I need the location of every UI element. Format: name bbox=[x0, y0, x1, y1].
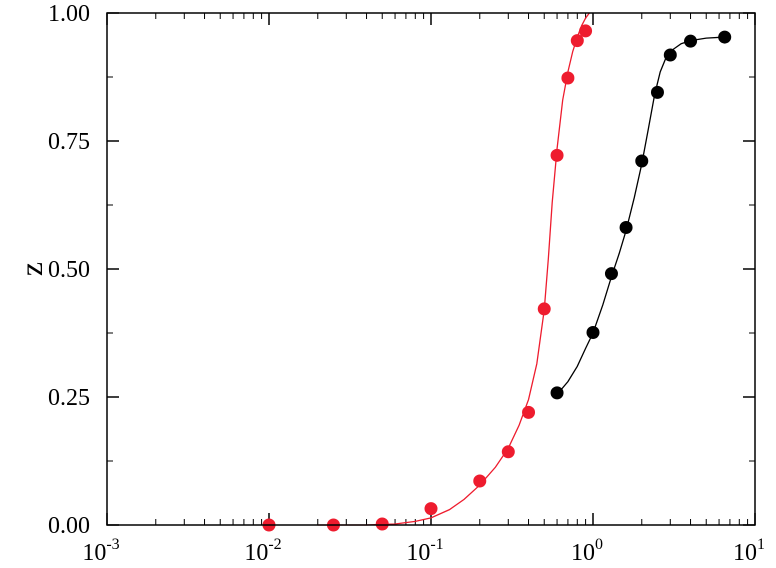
data-point-series-2 bbox=[550, 386, 564, 400]
y-tick-label: 0.25 bbox=[48, 385, 90, 411]
fit-curve-series-1 bbox=[317, 12, 590, 526]
data-point-series-1 bbox=[561, 71, 575, 85]
x-tick-label-base: 10 bbox=[571, 540, 595, 566]
data-point-series-2 bbox=[635, 154, 649, 168]
x-tick-label-exponent: -2 bbox=[268, 536, 281, 553]
x-tick-label-base: 10 bbox=[244, 540, 268, 566]
data-point-series-2 bbox=[586, 325, 600, 339]
data-point-series-2 bbox=[604, 267, 618, 281]
data-point-series-1 bbox=[537, 302, 551, 316]
data-point-series-1 bbox=[579, 24, 593, 38]
data-point-series-1 bbox=[424, 502, 438, 516]
data-points bbox=[262, 24, 732, 532]
y-tick-label: 1.00 bbox=[48, 1, 90, 27]
x-tick-label-base: 10 bbox=[733, 540, 757, 566]
data-point-series-2 bbox=[619, 221, 633, 235]
fit-curves bbox=[317, 12, 725, 526]
y-tick-label: 0.75 bbox=[48, 129, 90, 155]
data-point-series-1 bbox=[501, 445, 515, 459]
data-point-series-1 bbox=[473, 474, 487, 488]
x-tick-label-exponent: -1 bbox=[430, 536, 443, 553]
y-tick-label: 0.00 bbox=[48, 513, 90, 539]
data-point-series-2 bbox=[650, 85, 664, 99]
fit-curve-series-2 bbox=[556, 36, 725, 395]
data-point-series-1 bbox=[522, 405, 536, 419]
y-axis-title: z bbox=[13, 262, 49, 276]
x-tick-label: 10-3 bbox=[82, 536, 119, 566]
data-point-series-2 bbox=[684, 34, 698, 48]
x-tick-label-exponent: -3 bbox=[106, 536, 119, 553]
x-tick-label-exponent: 1 bbox=[757, 536, 765, 553]
x-tick-label-exponent: 0 bbox=[595, 536, 603, 553]
data-point-series-2 bbox=[663, 48, 677, 62]
y-tick-label: 0.50 bbox=[48, 257, 90, 283]
data-point-series-1 bbox=[375, 517, 389, 531]
x-tick-label-base: 10 bbox=[406, 540, 430, 566]
x-tick-label: 100 bbox=[571, 536, 603, 566]
plot-frame bbox=[106, 12, 756, 526]
data-point-series-1 bbox=[550, 148, 564, 162]
x-tick-label-base: 10 bbox=[82, 540, 106, 566]
x-tick-label: 10-2 bbox=[244, 536, 281, 566]
data-point-series-2 bbox=[718, 30, 732, 44]
x-tick-label: 101 bbox=[733, 536, 765, 566]
data-point-series-1 bbox=[570, 34, 584, 48]
x-tick-label: 10-1 bbox=[406, 536, 443, 566]
